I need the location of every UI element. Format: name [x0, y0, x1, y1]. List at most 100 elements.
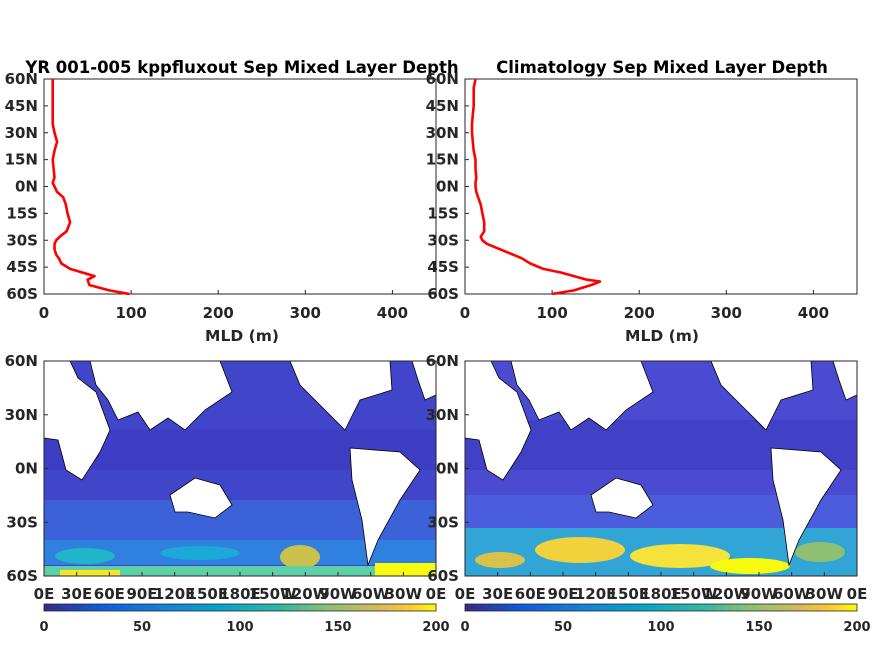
- map-xtick-label: 60E: [94, 585, 125, 603]
- colorbar-tick-label: 0: [460, 620, 469, 635]
- map-patch-right-2: [630, 544, 730, 568]
- map-patch-left-2: [160, 546, 240, 560]
- profile-axes-left: [43, 78, 437, 295]
- map-xtick-label: 150W: [249, 585, 297, 603]
- ytick-label: 30N: [426, 124, 459, 142]
- ytick-label: 15S: [6, 204, 38, 222]
- colorbar-tick-labels: 0 50 100 150 200 0 50 100 150 200: [39, 620, 870, 635]
- xtick-label: 100: [536, 304, 567, 322]
- xtick-label: 200: [203, 304, 234, 322]
- map-patch-right-5: [795, 542, 845, 562]
- xtick-label: 400: [377, 304, 408, 322]
- map-xtick-label: 90E: [126, 585, 157, 603]
- map-xtick-label: 90W: [740, 585, 778, 603]
- map-xtick-label: 120W: [702, 585, 750, 603]
- colorbar-right: [464, 603, 858, 612]
- map-patch-left-3: [280, 545, 320, 569]
- map-patch-left-4: [60, 570, 120, 576]
- land-australia-left: [169, 477, 233, 519]
- map-xtick-label: 0E: [426, 585, 447, 603]
- map-xtick-label: 30W: [806, 585, 844, 603]
- xtick-label: 300: [711, 304, 742, 322]
- colorbar-left: [43, 603, 437, 612]
- map-xtick-label: 150E: [608, 585, 650, 603]
- ytick-label: 45S: [6, 258, 38, 276]
- map-patch-left-1: [55, 548, 115, 564]
- map-ytick-label: 30N: [426, 406, 459, 424]
- map-xtick-label: 150W: [670, 585, 718, 603]
- map-xtick-label: 90W: [319, 585, 357, 603]
- map-ytick-label: 60S: [6, 567, 38, 585]
- ytick-label: 60N: [5, 70, 38, 88]
- ytick-label: 15S: [427, 204, 459, 222]
- map-band-edge-left: [44, 566, 436, 576]
- land-africa-left: [43, 360, 111, 481]
- ytick-label: 30S: [6, 231, 38, 249]
- map-xtick-label: 60W: [773, 585, 811, 603]
- ytick-label: 0N: [15, 178, 38, 196]
- ytick-label: 15N: [5, 151, 38, 169]
- ytick-label: 60S: [6, 285, 38, 303]
- land-africa-right: [464, 360, 532, 481]
- ytick-label: 45S: [427, 258, 459, 276]
- land-north-america-right: [710, 360, 814, 431]
- ytick-label: 60S: [427, 285, 459, 303]
- mld-map-model: [43, 360, 437, 577]
- mld-map-climatology: [464, 360, 858, 577]
- colorbar-tick-label: 200: [843, 620, 870, 635]
- map-xtick-label: 120E: [575, 585, 617, 603]
- ytick-label: 0N: [436, 178, 459, 196]
- map-xtick-label: 30E: [482, 585, 513, 603]
- land-north-america-left: [289, 360, 393, 431]
- map-xtick-label: 60E: [515, 585, 546, 603]
- map-ytick-label: 0N: [15, 460, 38, 478]
- panel-title-model: YR 001-005 kppfluxout Sep Mixed Layer De…: [24, 58, 458, 77]
- map-xtick-label: 90E: [547, 585, 578, 603]
- map-patch-left-5: [375, 563, 436, 576]
- xlabel-right: MLD (m): [625, 327, 699, 345]
- map-xtick-label: 60W: [352, 585, 390, 603]
- ytick-label: 45N: [426, 97, 459, 115]
- mld-profile-line: [470, 78, 602, 296]
- colorbar-tick-label: 50: [133, 620, 151, 635]
- ytick-label: 15N: [426, 151, 459, 169]
- map-xtick-label: 120E: [154, 585, 196, 603]
- map-ytick-label: 30S: [427, 513, 459, 531]
- map-ytick-label: 60N: [426, 352, 459, 370]
- map-ytick-label: 60N: [5, 352, 38, 370]
- ytick-label: 30N: [5, 124, 38, 142]
- xlabel-left: MLD (m): [205, 327, 279, 345]
- colorbar-tick-label: 0: [39, 620, 48, 635]
- profile-axes-right: [464, 78, 858, 295]
- map-xtick-label: 0E: [847, 585, 868, 603]
- land-south-america-right: [770, 447, 842, 567]
- land-south-america-left: [349, 447, 421, 567]
- map-xtick-label: 150E: [187, 585, 229, 603]
- land-asia-left: [89, 360, 233, 431]
- colorbar-tick-label: 100: [226, 620, 253, 635]
- map-xtick-label: 0E: [34, 585, 55, 603]
- land-australia-right: [590, 477, 654, 519]
- map-ytick-label: 30S: [6, 513, 38, 531]
- colorbar-tick-label: 150: [745, 620, 772, 635]
- map-patch-right-4: [475, 552, 525, 568]
- map-ytick-label: 60S: [427, 567, 459, 585]
- panel-title-climatology: Climatology Sep Mixed Layer Depth: [496, 58, 828, 77]
- ytick-label: 45N: [5, 97, 38, 115]
- colorbar-tick-label: 100: [647, 620, 674, 635]
- colorbar-tick-label: 50: [554, 620, 572, 635]
- mld-profile-line: [51, 79, 130, 296]
- xtick-label: 100: [115, 304, 146, 322]
- colorbar-tick-label: 150: [324, 620, 351, 635]
- xtick-label: 200: [624, 304, 655, 322]
- xtick-label: 0: [460, 304, 470, 322]
- land-asia-right: [510, 360, 654, 431]
- xtick-label: 300: [290, 304, 321, 322]
- map-ytick-label: 0N: [436, 460, 459, 478]
- xtick-label: 0: [39, 304, 49, 322]
- colorbar-tick-label: 200: [422, 620, 449, 635]
- xtick-label: 400: [798, 304, 829, 322]
